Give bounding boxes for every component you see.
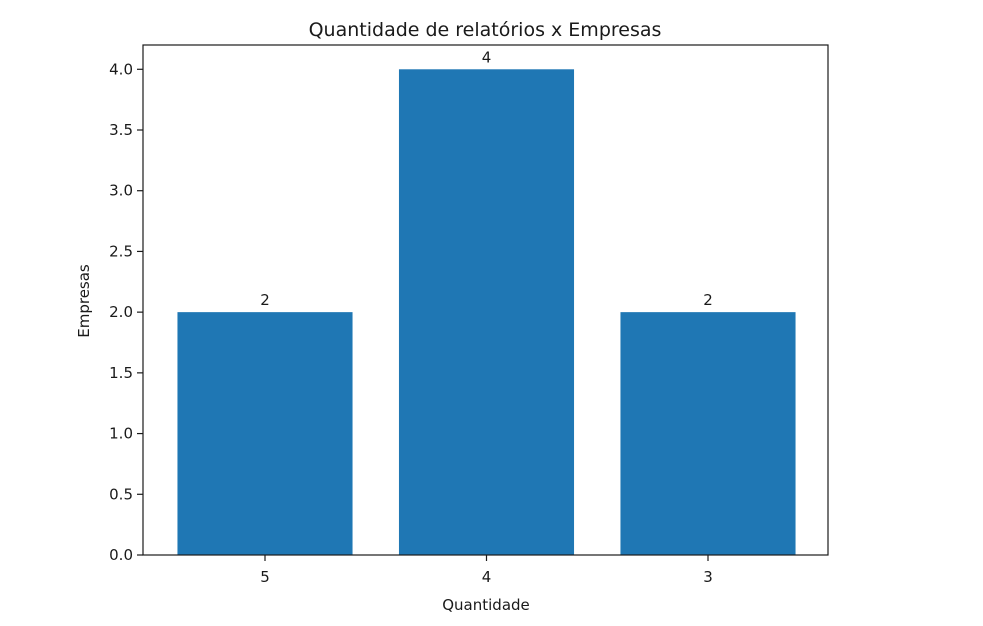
y-tick-label-2: 1.0 xyxy=(109,425,133,443)
x-tick-label-3: 3 xyxy=(703,568,713,586)
y-tick-label-0: 0.0 xyxy=(109,546,133,564)
y-tick-label-4: 2.0 xyxy=(109,303,133,321)
y-tick-label-5: 2.5 xyxy=(109,242,133,260)
y-tick-label-3: 1.5 xyxy=(109,364,133,382)
axes-frame xyxy=(142,44,829,556)
plot-area: 2 5 4 4 2 3 0.0 0.5 1.0 1.5 2.0 2.5 3.0 3.5 4.0 xyxy=(109,44,829,586)
chart-title: Quantidade de relatórios x Empresas xyxy=(309,19,662,41)
bar-5 xyxy=(177,312,353,555)
x-tick-label-5: 5 xyxy=(260,568,270,586)
data-label-5: 2 xyxy=(260,291,270,309)
y-tick-label-6: 3.0 xyxy=(109,182,133,200)
y-tick-label-7: 3.5 xyxy=(109,121,133,139)
bar-3 xyxy=(620,312,796,555)
data-label-3: 2 xyxy=(703,291,713,309)
y-axis-label: Empresas xyxy=(75,264,93,338)
data-label-4: 4 xyxy=(482,48,492,66)
y-tick-label-1: 0.5 xyxy=(109,485,133,503)
x-axis-label: Quantidade xyxy=(442,596,530,614)
x-tick-label-4: 4 xyxy=(482,568,492,586)
y-tick-label-8: 4.0 xyxy=(109,60,133,78)
bar-4 xyxy=(398,69,575,555)
